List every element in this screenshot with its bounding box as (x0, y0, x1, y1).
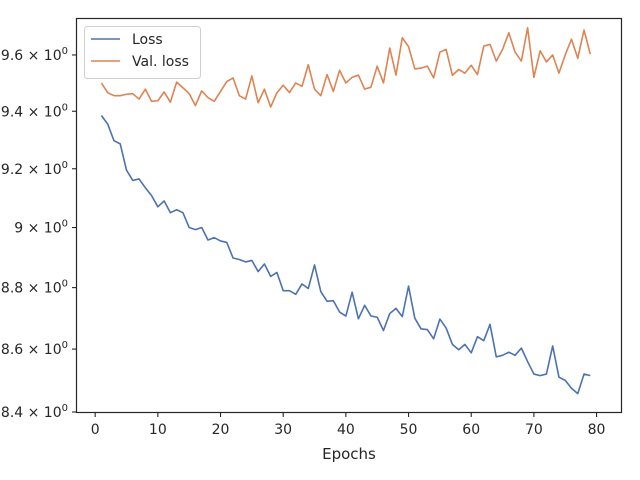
x-tick-label: 30 (274, 422, 292, 438)
y-tick-label: 9.2 × 100 (1, 160, 68, 178)
y-tick-label: 9 × 100 (14, 219, 68, 237)
y-tick-label: 8.6 × 100 (1, 340, 68, 358)
y-tick-label: 9.6 × 100 (1, 46, 68, 64)
axes-frame (75, 17, 623, 414)
x-tick-label: 80 (588, 422, 606, 438)
x-axis-label: Epochs (322, 445, 376, 463)
legend: Loss Val. loss (84, 26, 201, 79)
series-line-0 (100, 115, 591, 395)
legend-label-loss: Loss (132, 32, 163, 48)
legend-label-val-loss: Val. loss (132, 54, 189, 70)
x-tick-label: 70 (525, 422, 543, 438)
y-axis-ticks: 8.4 × 100 8.6 × 100 8.8 × 100 9 × 100 9.2 × … (1, 46, 77, 421)
x-tick-label: 60 (462, 422, 480, 438)
x-tick-label: 50 (400, 422, 418, 438)
x-tick-label: 40 (337, 422, 355, 438)
series-line-1 (100, 27, 592, 108)
x-tick-label: 20 (212, 422, 230, 438)
y-tick-label: 8.4 × 100 (1, 403, 68, 421)
y-tick-label: 8.8 × 100 (1, 279, 68, 297)
x-tick-label: 0 (91, 422, 100, 438)
plot-lines (100, 27, 592, 395)
x-tick-label: 10 (149, 422, 167, 438)
y-tick-label: 9.4 × 100 (1, 102, 68, 120)
x-axis-ticks: 0 10 20 30 40 50 60 70 80 (91, 412, 606, 438)
